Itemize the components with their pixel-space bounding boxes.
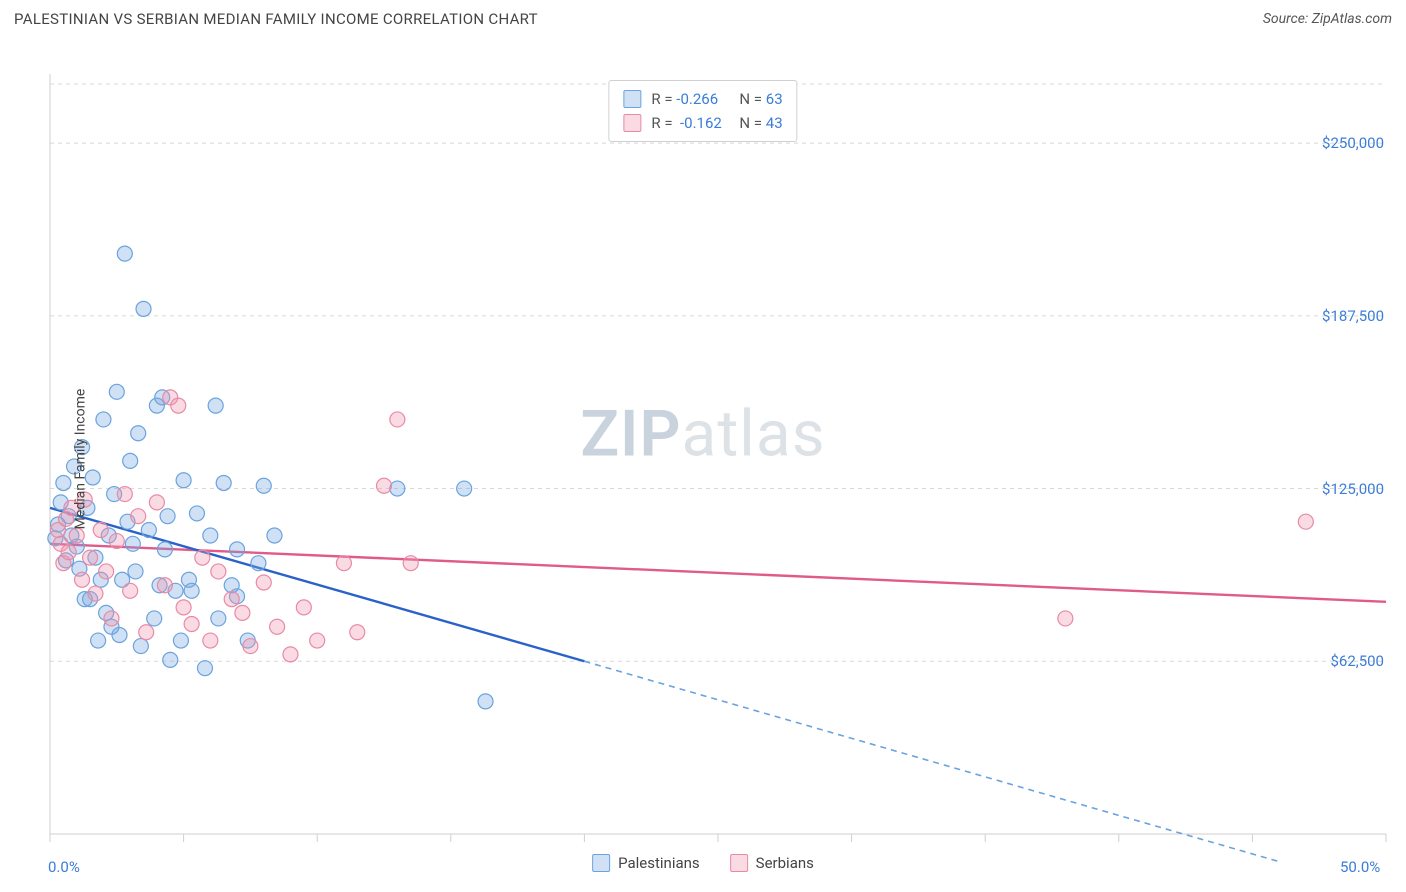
legend-label-palestinians: Palestinians (618, 854, 700, 872)
swatch-serbians-icon (730, 854, 748, 872)
chart-svg (0, 34, 1406, 884)
legend-label-serbians: Serbians (756, 854, 814, 872)
chart-header: PALESTINIAN VS SERBIAN MEDIAN FAMILY INC… (0, 0, 1406, 34)
chart-title: PALESTINIAN VS SERBIAN MEDIAN FAMILY INC… (14, 10, 538, 28)
y-tick-label: $62,500 (1330, 652, 1384, 670)
legend-stats-row-serbians: R = -0.162 N = 43 (623, 111, 782, 135)
legend-item-palestinians: Palestinians (592, 854, 700, 872)
legend-series: Palestinians Serbians (592, 854, 814, 872)
chart-container: Median Family Income ZIPatlas R = -0.266… (0, 34, 1406, 884)
swatch-palestinians (623, 90, 641, 108)
swatch-serbians (623, 114, 641, 132)
x-tick-label: 50.0% (1340, 858, 1380, 876)
y-tick-label: $125,000 (1322, 480, 1384, 498)
source-attribution: Source: ZipAtlas.com (1263, 11, 1392, 27)
legend-stats-row-palestinians: R = -0.266 N = 63 (623, 87, 782, 111)
legend-item-serbians: Serbians (730, 854, 814, 872)
y-axis-label: Median Family Income (72, 389, 88, 530)
x-tick-label: 0.0% (48, 858, 80, 876)
y-tick-label: $187,500 (1322, 307, 1384, 325)
legend-stats: R = -0.266 N = 63 R = -0.162 N = 43 (608, 80, 797, 142)
swatch-palestinians-icon (592, 854, 610, 872)
y-tick-label: $250,000 (1322, 134, 1384, 152)
